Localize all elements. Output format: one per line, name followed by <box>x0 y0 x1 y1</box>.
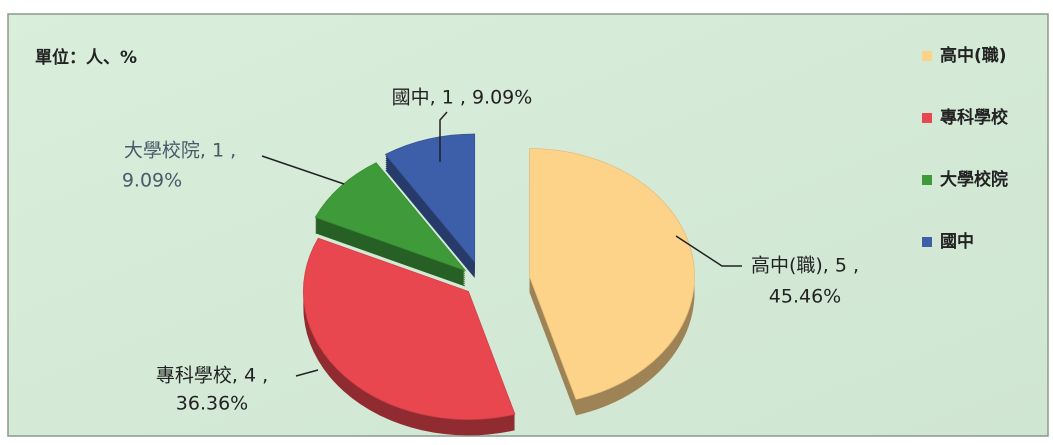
data-label: 36.36% <box>176 393 248 415</box>
legend-label: 大學校院 <box>940 169 1008 190</box>
legend-label: 專科學校 <box>940 107 1009 128</box>
slice <box>529 148 695 400</box>
chart-background <box>7 13 1049 437</box>
legend-swatch <box>922 51 932 61</box>
chart-title: 單位：人、% <box>35 47 137 68</box>
leader-line <box>439 111 448 162</box>
leader-line <box>675 235 742 267</box>
data-label: 9.09% <box>122 170 182 192</box>
slice <box>384 133 476 264</box>
legend-swatch <box>922 175 932 185</box>
data-label: 45.46% <box>769 286 841 308</box>
leader-line <box>295 369 319 377</box>
slice <box>303 237 516 420</box>
leader-line <box>261 155 345 185</box>
legend-label: 國中 <box>940 231 974 252</box>
data-label: 專科學校, 4 , <box>156 365 268 387</box>
slice <box>314 162 467 272</box>
legend-swatch <box>922 113 932 123</box>
data-label: 國中, 1 , 9.09% <box>392 87 533 109</box>
legend-label: 高中(職) <box>940 45 1007 66</box>
legend-swatch <box>922 237 932 247</box>
data-label: 高中(職), 5 , <box>751 255 859 277</box>
data-label: 大學校院, 1 , <box>124 140 236 162</box>
